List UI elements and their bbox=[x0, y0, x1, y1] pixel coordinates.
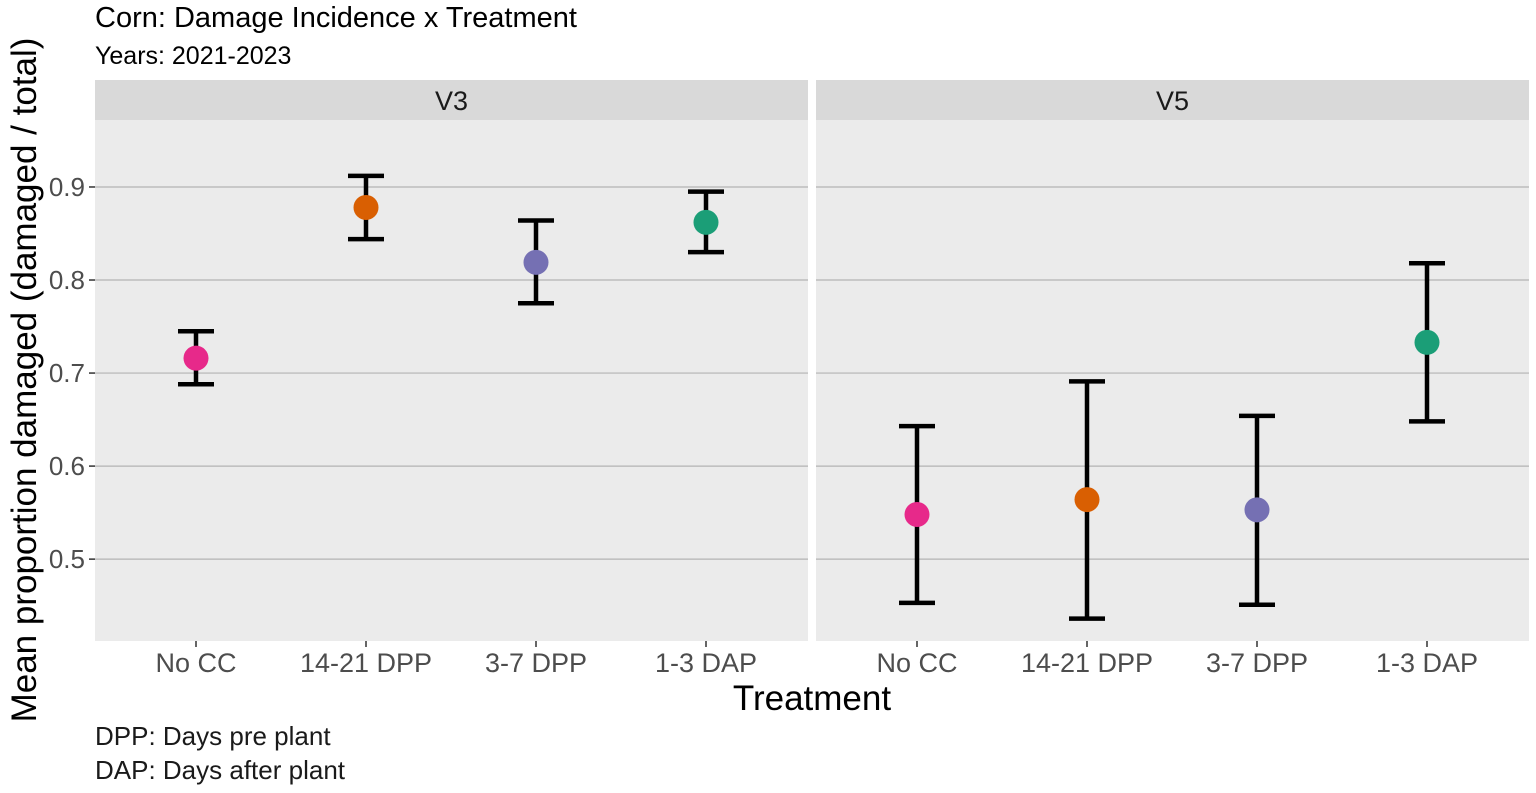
data-point bbox=[1074, 487, 1100, 513]
x-tick-label: 14-21 DPP bbox=[300, 648, 432, 678]
y-tick-label: 0.5 bbox=[49, 544, 85, 574]
x-axis-title: Treatment bbox=[733, 679, 891, 718]
x-tick-label: 3-7 DPP bbox=[1206, 648, 1308, 678]
data-point bbox=[904, 501, 930, 527]
caption-line-2: DAP: Days after plant bbox=[95, 755, 345, 785]
y-tick-label: 0.8 bbox=[49, 265, 85, 295]
x-tick-label: No CC bbox=[876, 648, 957, 678]
facet-strip-v3 bbox=[95, 80, 808, 120]
y-tick-label: 0.6 bbox=[49, 451, 85, 481]
y-tick-label: 0.9 bbox=[49, 172, 85, 202]
data-point bbox=[523, 249, 549, 275]
x-tick-label: 1-3 DAP bbox=[1376, 648, 1478, 678]
y-axis-title: Mean proportion damaged (damaged / total… bbox=[5, 38, 44, 723]
panel-background bbox=[95, 120, 808, 641]
facet-strip-v5 bbox=[816, 80, 1529, 120]
x-tick-label: 3-7 DPP bbox=[485, 648, 587, 678]
chart-subtitle: Years: 2021-2023 bbox=[95, 42, 292, 70]
facet-label-v5: V5 bbox=[1156, 86, 1189, 116]
data-point bbox=[1414, 329, 1440, 355]
x-tick-label: No CC bbox=[155, 648, 236, 678]
data-point bbox=[693, 209, 719, 235]
chart-title: Corn: Damage Incidence x Treatment bbox=[95, 2, 577, 34]
panel-background bbox=[816, 120, 1529, 641]
facet-label-v3: V3 bbox=[435, 86, 468, 116]
data-point bbox=[183, 345, 209, 371]
x-tick-label: 14-21 DPP bbox=[1021, 648, 1153, 678]
x-tick-label: 1-3 DAP bbox=[655, 648, 757, 678]
data-point bbox=[1244, 497, 1270, 523]
y-tick-label: 0.7 bbox=[49, 358, 85, 388]
caption-line-1: DPP: Days pre plant bbox=[95, 721, 331, 751]
data-point bbox=[353, 194, 379, 220]
